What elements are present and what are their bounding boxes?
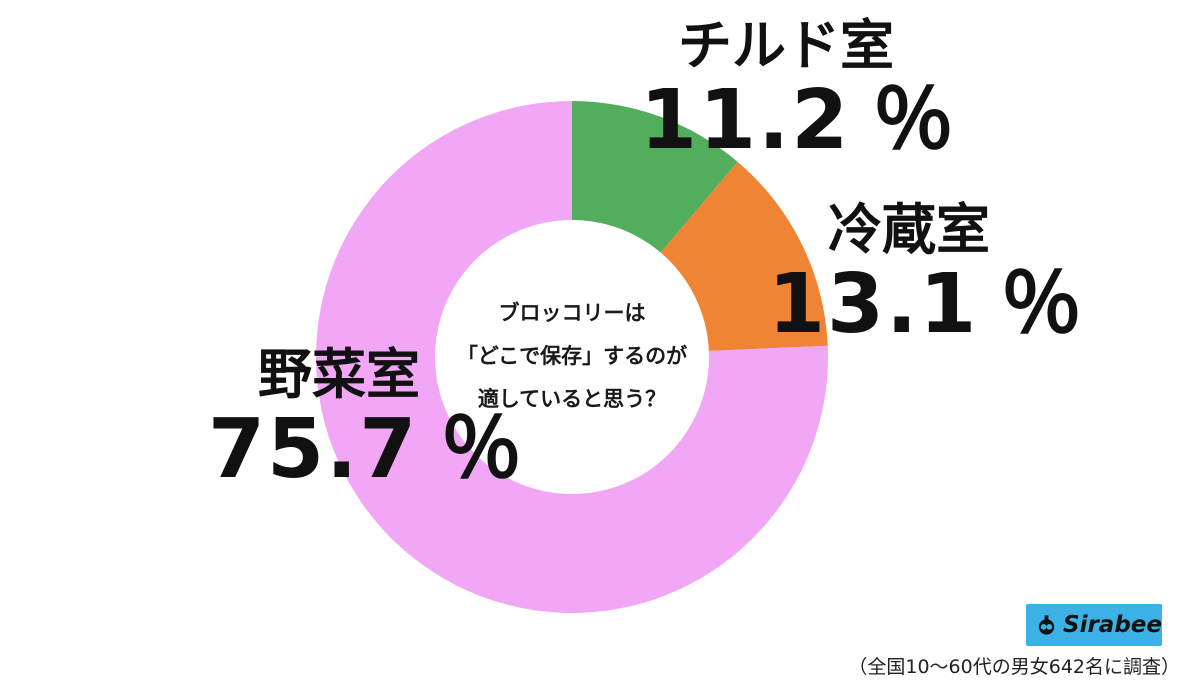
label-unit-vegetable: ％ [440, 402, 525, 497]
slice-vegetable [316, 101, 828, 613]
survey-footnote: （全国10～60代の男女642名に調査） [848, 656, 1180, 678]
sirabee-logo-text: Sirabee [1063, 612, 1162, 638]
label-unit-fridge: ％ [1000, 257, 1085, 352]
data-label-vegetable: 野菜室 75.7 ％ [208, 345, 524, 495]
label-name-vegetable: 野菜室 [258, 343, 420, 406]
label-value-fridge: 13.1 [768, 257, 979, 352]
label-value-vegetable: 75.7 [208, 402, 419, 497]
slice-fridge [660, 161, 828, 351]
question-line-2: 「どこで保存」するのが [456, 344, 688, 368]
question-line-1: ブロッコリーは [498, 301, 646, 325]
question-line-3: 適していると思う？ [477, 387, 667, 411]
label-unit-chilled: ％ [872, 73, 957, 168]
label-name-fridge: 冷蔵室 [828, 198, 990, 261]
label-name-chilled: チルド室 [678, 14, 894, 77]
sirabee-logo-icon [1038, 615, 1055, 635]
chart-question: ブロッコリーは 「どこで保存」するのが 適していると思う？ [442, 292, 702, 421]
data-label-chilled: チルド室 11.2 ％ [640, 16, 956, 166]
label-value-chilled: 11.2 [640, 73, 851, 168]
data-label-fridge: 冷蔵室 13.1 ％ [768, 200, 1084, 350]
slice-chilled [572, 101, 738, 253]
sirabee-logo: Sirabee [1026, 604, 1162, 646]
